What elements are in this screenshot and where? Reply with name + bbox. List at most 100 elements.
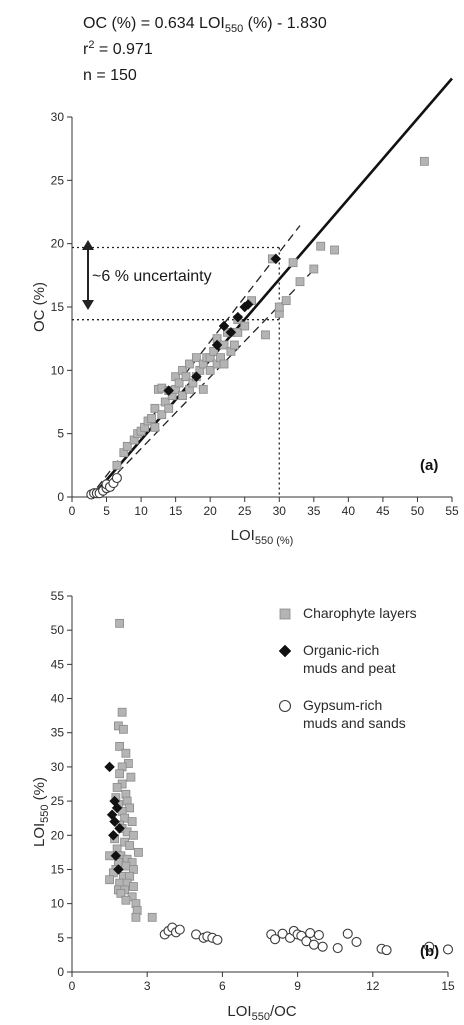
legend-marker-circle xyxy=(278,699,292,713)
panel-a-x-tick-label: 40 xyxy=(342,504,356,518)
panel-a-y-tick-label: 20 xyxy=(51,237,65,251)
panel-b-x-tick-label: 9 xyxy=(294,979,301,993)
panel-a-y-tick-label: 15 xyxy=(51,300,65,314)
panel-b-y-tick-label: 40 xyxy=(51,692,65,706)
panel-a-point-square xyxy=(309,264,319,274)
panel-a-point-square xyxy=(205,365,215,375)
panel-a-label: (a) xyxy=(420,457,438,474)
panel-a-point-diamond xyxy=(225,326,237,338)
panel-b-x-tick-label: 12 xyxy=(366,979,380,993)
uncertainty-annotation: ~6 % uncertainty xyxy=(82,240,212,310)
panel-b-point-square xyxy=(127,817,137,826)
sample-count: n = 150 xyxy=(83,67,137,84)
panel-a-point-square xyxy=(112,460,122,470)
panel-b-y-tick-label: 30 xyxy=(51,760,65,774)
panel-a-point-diamond xyxy=(270,253,282,265)
panel-a: 0 5 10 15 20 25 30 35 40 45 50 55 0 5 10 15 20 25 30 (a) L… xyxy=(31,77,459,547)
panel-b-point-square xyxy=(117,707,127,717)
panel-a-x-tick-label: 0 xyxy=(69,504,76,518)
panel-a-x-tick-label: 45 xyxy=(376,504,390,518)
panel-a-point-square xyxy=(122,441,132,451)
panel-b-point-square xyxy=(125,803,135,813)
panel-a-point-diamond xyxy=(163,385,175,396)
panel-b-y-tick-label: 20 xyxy=(51,828,65,842)
panel-b-point-circle xyxy=(174,924,185,935)
panel-a-x-tick-label: 5 xyxy=(103,504,110,518)
panel-a-point-square xyxy=(229,340,239,350)
panel-a-point-diamond xyxy=(211,339,223,351)
panel-a-point-square xyxy=(316,241,326,251)
panel-b-y-tick-label: 0 xyxy=(57,965,64,979)
panel-b-x-tick-label: 15 xyxy=(441,979,455,993)
panel-a-point-square xyxy=(198,384,208,394)
panel-a-x-tick-label: 30 xyxy=(273,504,287,518)
panel-a-x-tick-label: 10 xyxy=(134,504,148,518)
panel-b-point-square xyxy=(125,841,135,850)
regression-equation: OC (%) = 0.634 LOI550 (%) - 1.830 xyxy=(83,15,327,35)
panel-b-point-square xyxy=(105,875,114,885)
panel-a-point-square xyxy=(295,277,305,287)
panel-a-x-tick-label: 15 xyxy=(169,504,183,518)
legend-marker-square xyxy=(279,608,291,620)
panel-a-point-square xyxy=(164,403,174,413)
panel-b-axes: 0 3 6 9 12 15 0 5 10 15 20 25 30 35 40 45 50 55 xyxy=(51,589,455,993)
panel-b-x-tick-label: 6 xyxy=(219,979,226,993)
panel-b: 0 3 6 9 12 15 0 5 10 15 20 25 30 35 40 45 50 55 Charophyt… xyxy=(31,589,455,1023)
panel-a-point-square xyxy=(157,410,167,420)
panel-b-y-tick-label: 25 xyxy=(51,794,65,808)
panel-a-point-square xyxy=(419,156,429,166)
panel-a-guide-lines xyxy=(72,246,280,497)
panel-b-point-circle xyxy=(277,928,288,939)
panel-b-y-tick-label: 15 xyxy=(51,862,65,876)
panel-a-point-square xyxy=(219,359,229,369)
legend-label: muds and peat xyxy=(303,660,396,676)
panel-b-y-tick-label: 55 xyxy=(51,589,65,603)
panel-b-ylabel: LOI550 (%) xyxy=(31,777,51,847)
panel-b-point-circle xyxy=(212,934,223,945)
panel-b-point-circle xyxy=(332,943,343,954)
panel-b-point-square xyxy=(126,772,136,782)
panel-a-x-tick-label: 20 xyxy=(204,504,218,518)
panel-b-y-tick-label: 5 xyxy=(57,931,64,945)
panel-a-point-square xyxy=(288,258,298,268)
panel-a-y-tick-label: 30 xyxy=(51,110,65,124)
panel-b-y-tick-label: 35 xyxy=(51,726,65,740)
panel-b-point-square xyxy=(147,912,157,922)
panel-a-point-square xyxy=(181,372,191,382)
panel-b-label: (b) xyxy=(420,943,439,960)
panel-b-point-diamond xyxy=(111,802,123,814)
panel-b-legend: Charophyte layers Organic-rich muds and pe… xyxy=(278,605,417,731)
panel-a-point-square xyxy=(281,296,291,306)
panel-b-point-circle xyxy=(351,936,362,947)
panel-a-ylabel: OC (%) xyxy=(31,282,48,332)
panel-a-point-square xyxy=(174,378,184,388)
panel-b-point-square xyxy=(118,724,128,734)
panel-a-xlabel: LOI550 (%) xyxy=(231,527,294,547)
panel-a-point-square xyxy=(178,391,187,401)
legend-label: Charophyte layers xyxy=(303,605,417,621)
panel-a-point-square xyxy=(191,353,201,363)
panel-b-point-circle xyxy=(342,928,353,939)
panel-b-point-diamond xyxy=(109,816,120,827)
panel-a-point-square xyxy=(330,245,339,255)
panel-b-x-tick-label: 3 xyxy=(144,979,151,993)
panel-a-x-tick-label: 35 xyxy=(307,504,321,518)
panel-b-point-circle xyxy=(381,945,392,956)
panel-b-point-diamond xyxy=(110,850,122,862)
panel-b-point-square xyxy=(112,783,122,792)
legend-marker-diamond xyxy=(278,644,292,658)
panel-a-x-tick-label: 50 xyxy=(411,504,425,518)
panel-b-point-diamond xyxy=(114,823,125,834)
panel-b-point-square xyxy=(115,769,125,779)
r-squared: r2 = 0.971 xyxy=(83,39,153,58)
legend-label: muds and sands xyxy=(303,715,406,731)
panel-a-y-tick-label: 10 xyxy=(51,363,65,377)
panel-b-xlabel: LOI550/OC xyxy=(227,1003,296,1023)
panel-a-point-square xyxy=(209,346,219,356)
panel-b-points xyxy=(104,618,454,956)
panel-b-point-square xyxy=(121,895,131,905)
panel-a-point-square xyxy=(261,330,270,340)
panel-a-point-square xyxy=(240,321,250,331)
panel-a-x-tick-label: 25 xyxy=(238,504,252,518)
